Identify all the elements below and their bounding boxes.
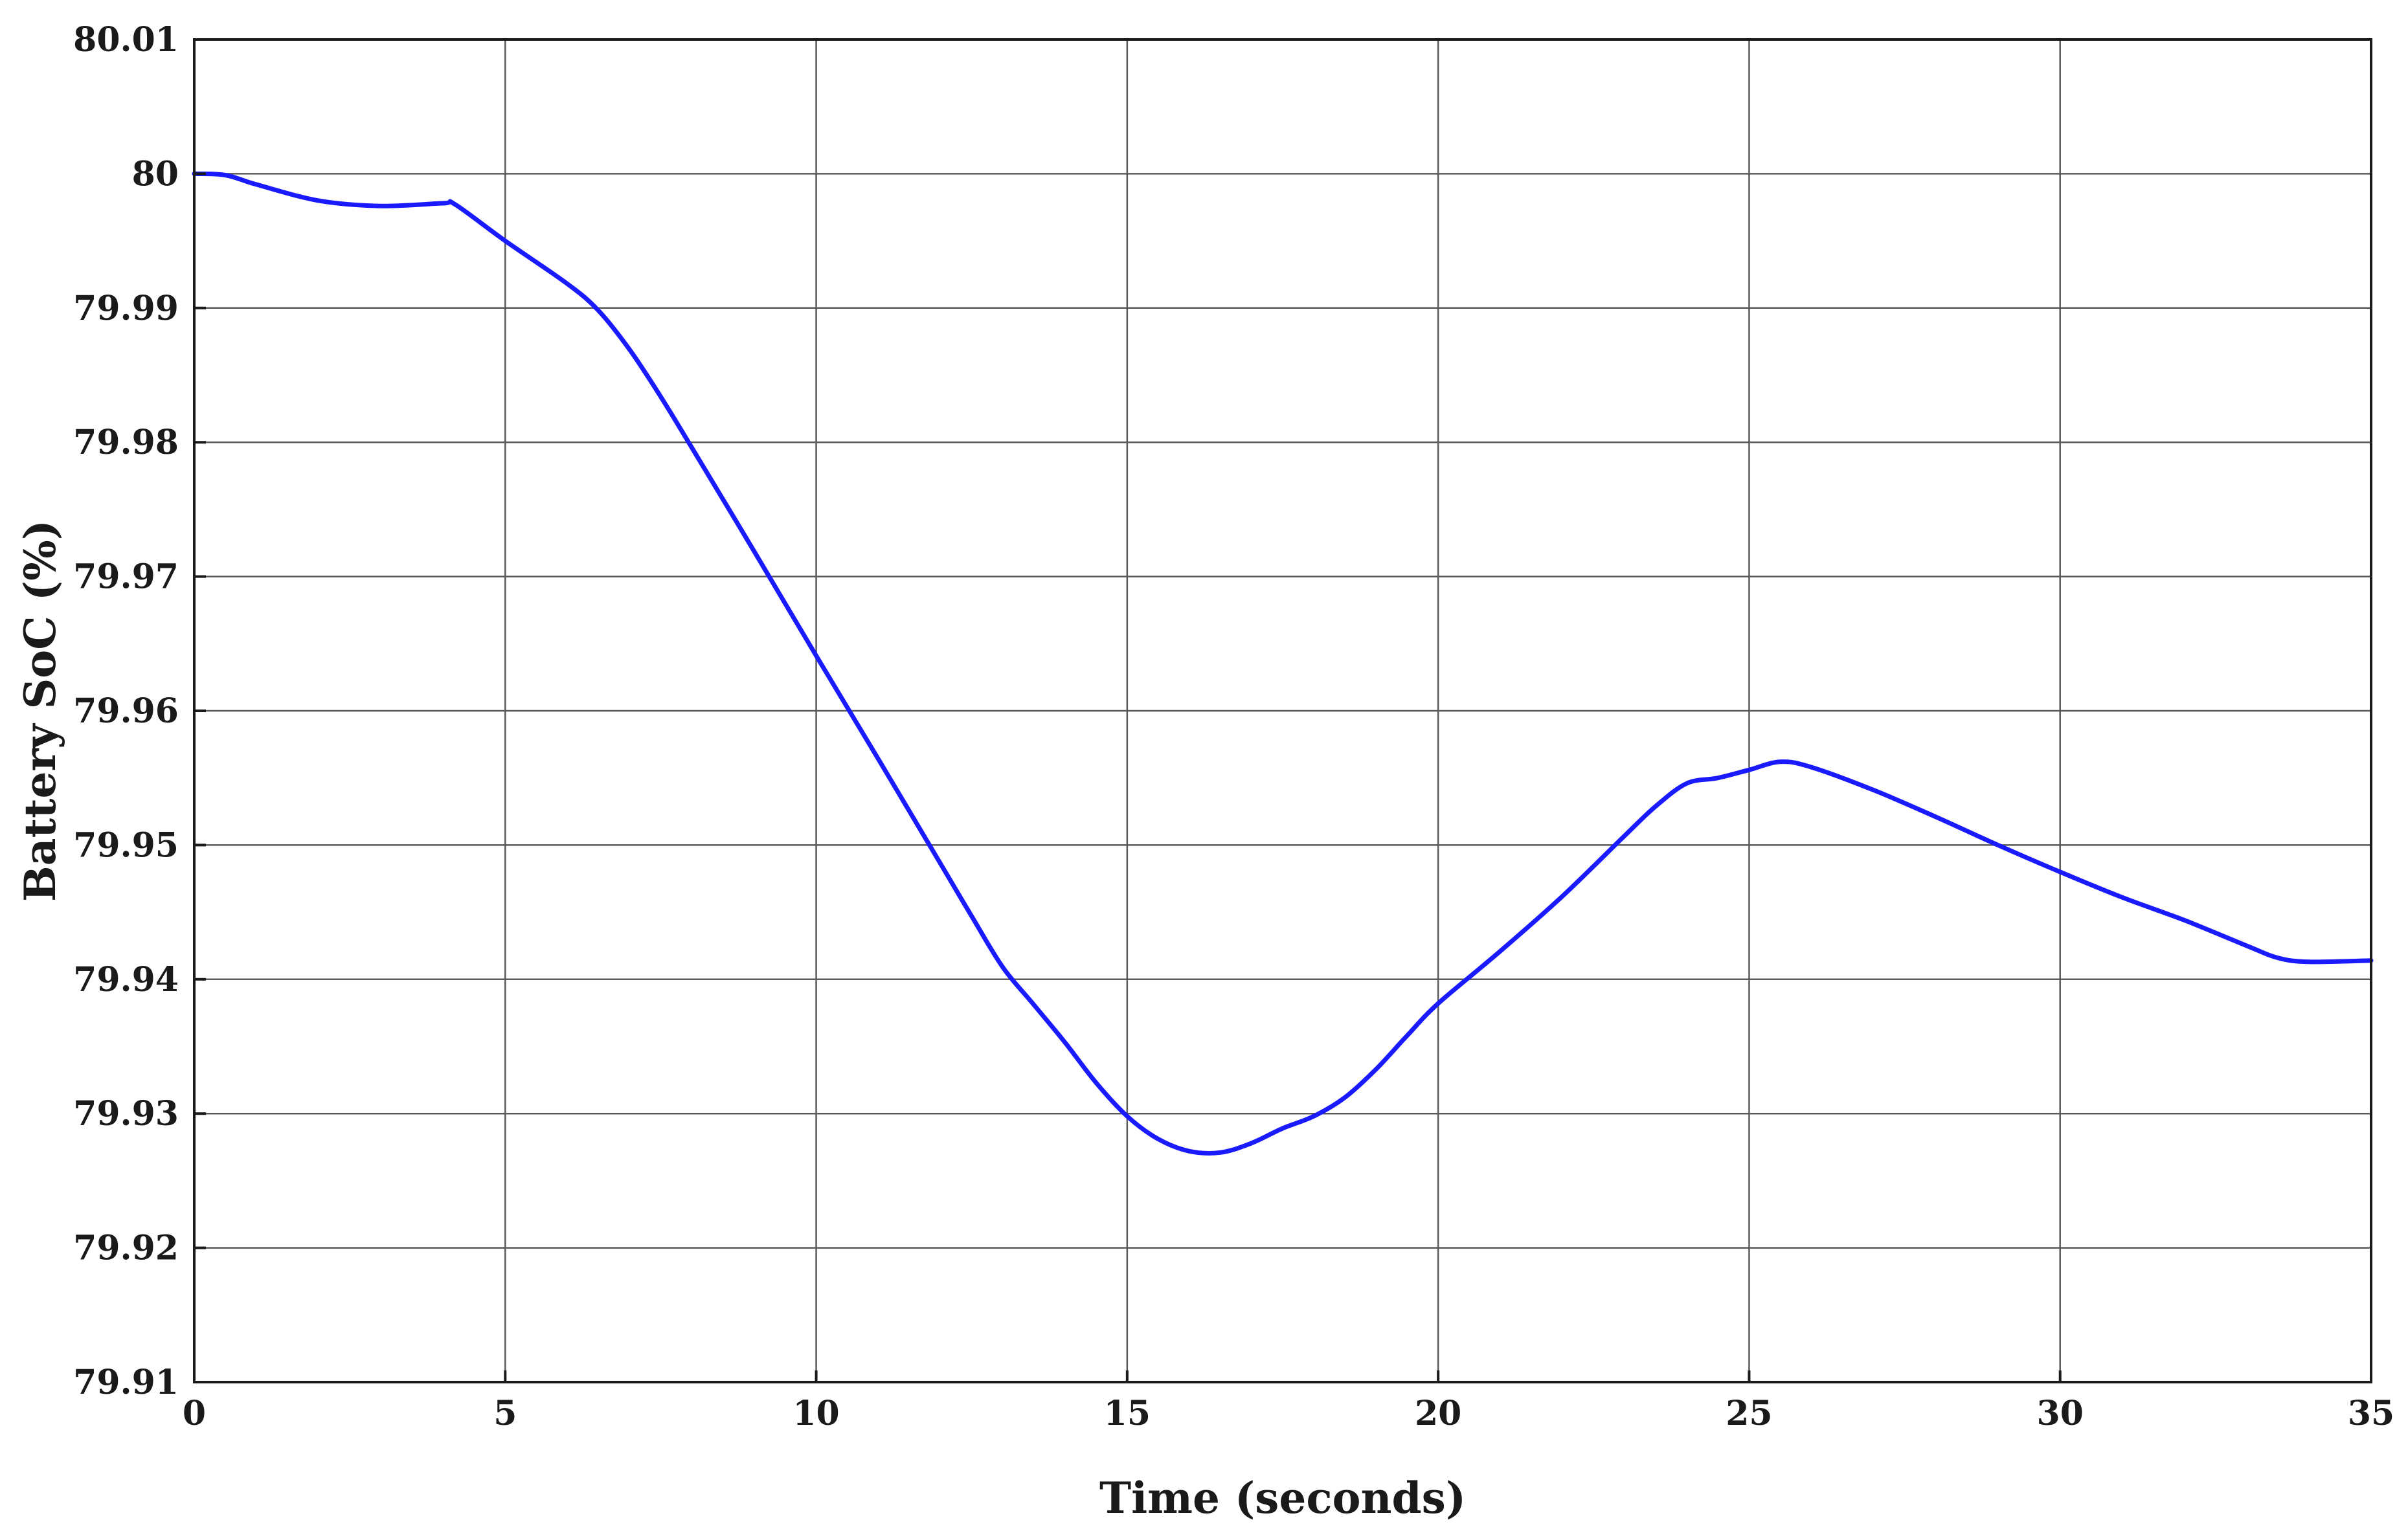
soc-series-line [192,171,2374,1156]
grid-lines [194,39,2371,1382]
y-tick-label: 79.93 [73,1094,179,1134]
y-tick-label: 79.91 [73,1363,179,1402]
x-axis-label: Time (seconds) [1099,1473,1466,1523]
x-tick-label: 10 [793,1394,839,1433]
y-tick-label: 79.95 [73,825,179,865]
y-axis-label: Battery SoC (%) [15,520,65,902]
series-lines [192,171,2374,1156]
x-tick-label: 30 [2037,1394,2084,1433]
y-tick-label: 79.92 [73,1229,179,1268]
y-tick-label: 79.99 [73,289,179,328]
x-tick-label: 35 [2348,1394,2394,1433]
y-tick-label: 80.01 [73,20,179,60]
x-tick-label: 5 [493,1394,517,1433]
y-tick-label: 79.96 [73,691,179,731]
y-axis-tick-labels: 79.91 79.92 79.93 79.94 79.95 79.96 79.97 79.98… [73,20,179,1402]
x-axis-tick-labels: 0 5 10 15 20 25 30 35 [183,1394,2394,1433]
x-tick-label: 25 [1726,1394,1772,1433]
y-tick-label: 79.94 [73,960,179,1000]
x-tick-label: 0 [183,1394,206,1433]
y-tick-label: 80 [132,154,179,194]
x-tick-label: 15 [1104,1394,1151,1433]
y-tick-label: 79.97 [73,557,179,597]
tick-marks [193,38,2372,1383]
x-tick-label: 20 [1415,1394,1461,1433]
y-tick-label: 79.98 [73,423,179,462]
